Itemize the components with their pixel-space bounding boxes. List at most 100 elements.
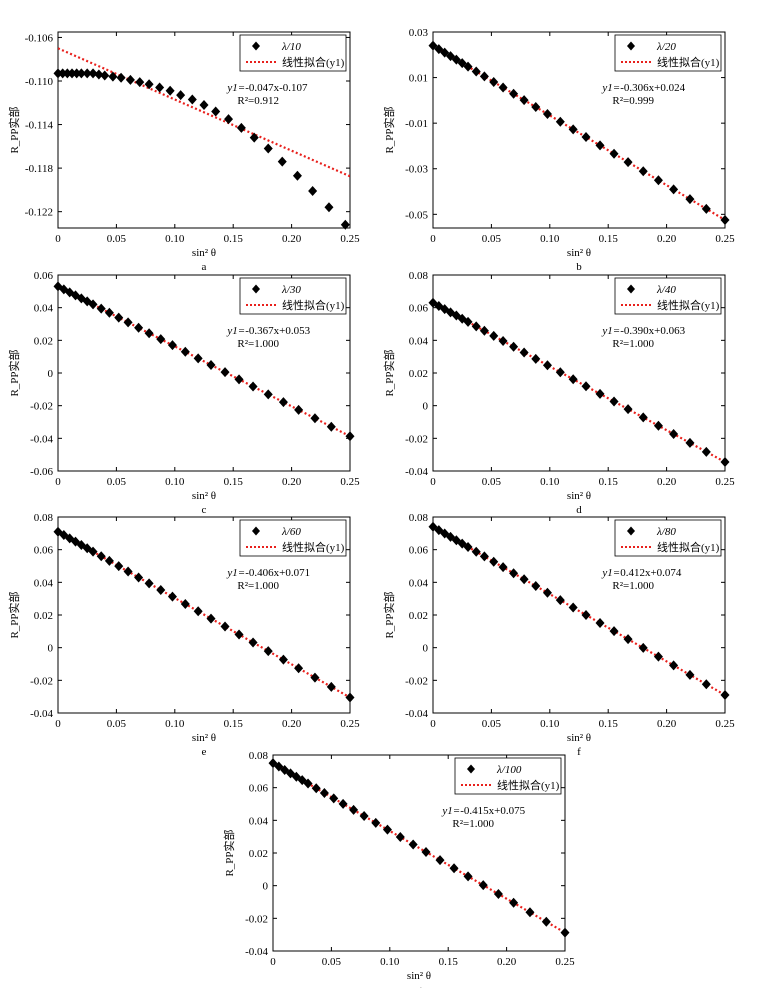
data-point bbox=[568, 124, 578, 135]
legend-box bbox=[239, 34, 347, 72]
data-point bbox=[278, 654, 288, 665]
data-point bbox=[542, 360, 552, 371]
y-tick-label: -0.114 bbox=[25, 120, 54, 132]
panel-label: c bbox=[202, 504, 207, 516]
x-axis-label: sin² θ bbox=[567, 732, 591, 744]
data-point bbox=[720, 690, 730, 701]
y-tick-label: 0.02 bbox=[34, 335, 53, 347]
data-point bbox=[498, 335, 508, 346]
data-point bbox=[623, 634, 633, 645]
data-point bbox=[669, 184, 679, 195]
data-point bbox=[457, 58, 467, 69]
data-point bbox=[555, 116, 565, 127]
fit-equation-prefix: y1= bbox=[601, 325, 620, 337]
y-tick-label: 0.01 bbox=[409, 73, 428, 85]
y-tick-label: 0.04 bbox=[34, 303, 54, 315]
data-point bbox=[509, 897, 519, 908]
fit-equation-text: 0.412x+0.074 bbox=[620, 567, 682, 579]
fit-equation-prefix: y1= bbox=[226, 82, 245, 94]
x-axis-label: sin² θ bbox=[192, 732, 216, 744]
r-squared: R²=1.000 bbox=[452, 818, 494, 830]
chart-panel-b: 0 0.05 0.10 0.15 0.20 0.25 0.03 0.01 -0.01 -0.03 -… bbox=[375, 20, 755, 273]
x-tick-label: 0 bbox=[55, 718, 61, 730]
legend-label-points: λ/10 bbox=[281, 41, 301, 53]
data-point bbox=[156, 334, 166, 345]
data-point bbox=[519, 95, 529, 106]
data-point bbox=[581, 381, 591, 392]
legend-box bbox=[454, 757, 562, 795]
data-point bbox=[531, 353, 541, 364]
data-point bbox=[123, 317, 133, 328]
y-tick-label: 0 bbox=[423, 643, 429, 655]
data-point bbox=[555, 595, 565, 606]
data-point bbox=[638, 642, 648, 653]
data-point bbox=[359, 811, 369, 822]
chart-panel-d: 0 0.05 0.10 0.15 0.20 0.25 0.08 0.06 0.04 0.02 0 -0… bbox=[375, 263, 755, 516]
y-axis-label: R_PP实部 bbox=[382, 106, 396, 153]
data-point bbox=[653, 420, 663, 431]
data-point bbox=[176, 90, 186, 101]
x-tick-label: 0.15 bbox=[599, 233, 619, 245]
data-point bbox=[489, 76, 499, 87]
chart-f-svg: 0 0.05 0.10 0.15 0.20 0.250.080.060.040.020-0… bbox=[382, 512, 735, 758]
x-tick-label: 0.20 bbox=[497, 956, 517, 968]
x-tick-label: 0.05 bbox=[482, 233, 502, 245]
legend-marker-icon bbox=[467, 764, 475, 774]
x-tick-label: 0.15 bbox=[224, 476, 244, 488]
x-tick-label: 0.20 bbox=[282, 476, 302, 488]
data-point bbox=[193, 606, 203, 617]
data-point bbox=[457, 538, 467, 549]
data-point bbox=[53, 526, 63, 537]
r-squared: R²=0.912 bbox=[237, 95, 279, 107]
plot-frame bbox=[57, 31, 351, 229]
x-tick-label: 0.15 bbox=[224, 718, 244, 730]
data-point bbox=[311, 783, 321, 794]
data-point bbox=[638, 166, 648, 177]
y-tick-label: -0.02 bbox=[30, 401, 53, 413]
data-point bbox=[294, 404, 304, 415]
data-point bbox=[167, 340, 177, 351]
y-tick-label: -0.04 bbox=[245, 946, 268, 958]
r-squared: R²=1.000 bbox=[237, 338, 279, 350]
data-point bbox=[155, 82, 165, 93]
data-point bbox=[319, 787, 329, 798]
data-point bbox=[685, 437, 695, 448]
data-point bbox=[156, 585, 166, 596]
y-axis-label: R_PP实部 bbox=[222, 829, 236, 876]
data-point bbox=[108, 71, 118, 82]
x-tick-label: 0.05 bbox=[482, 718, 502, 730]
data-point bbox=[96, 551, 106, 562]
y-axis-label: R_PP实部 bbox=[7, 349, 21, 396]
data-point bbox=[471, 546, 481, 557]
data-point bbox=[623, 404, 633, 415]
data-point bbox=[187, 94, 197, 105]
panel-label: g bbox=[416, 984, 422, 988]
data-point bbox=[135, 77, 145, 88]
data-point bbox=[519, 574, 529, 585]
data-point bbox=[623, 157, 633, 168]
data-point bbox=[82, 68, 92, 79]
data-point bbox=[263, 646, 273, 657]
data-point bbox=[96, 303, 106, 314]
x-tick-label: 0.20 bbox=[657, 476, 677, 488]
data-point bbox=[479, 551, 489, 562]
y-axis-label: R_PP实部 bbox=[7, 106, 21, 153]
y-axis-label: R_PP实部 bbox=[382, 591, 396, 638]
x-axis-label: sin² θ bbox=[407, 970, 431, 982]
legend-box bbox=[614, 519, 722, 557]
fit-line bbox=[58, 530, 350, 699]
data-point bbox=[88, 546, 98, 557]
data-point bbox=[234, 629, 244, 640]
x-axis-label: sin² θ bbox=[192, 247, 216, 259]
data-point bbox=[568, 602, 578, 613]
data-point bbox=[104, 555, 114, 566]
data-point bbox=[457, 313, 467, 324]
y-tick-label: -0.02 bbox=[30, 675, 53, 687]
data-point bbox=[653, 175, 663, 186]
fit-equation-text: -0.306x+0.024 bbox=[620, 82, 685, 94]
plot-frame bbox=[432, 31, 726, 229]
x-tick-label: 0.25 bbox=[715, 718, 735, 730]
data-point bbox=[65, 287, 75, 298]
data-point bbox=[408, 839, 418, 850]
data-point bbox=[349, 804, 359, 815]
